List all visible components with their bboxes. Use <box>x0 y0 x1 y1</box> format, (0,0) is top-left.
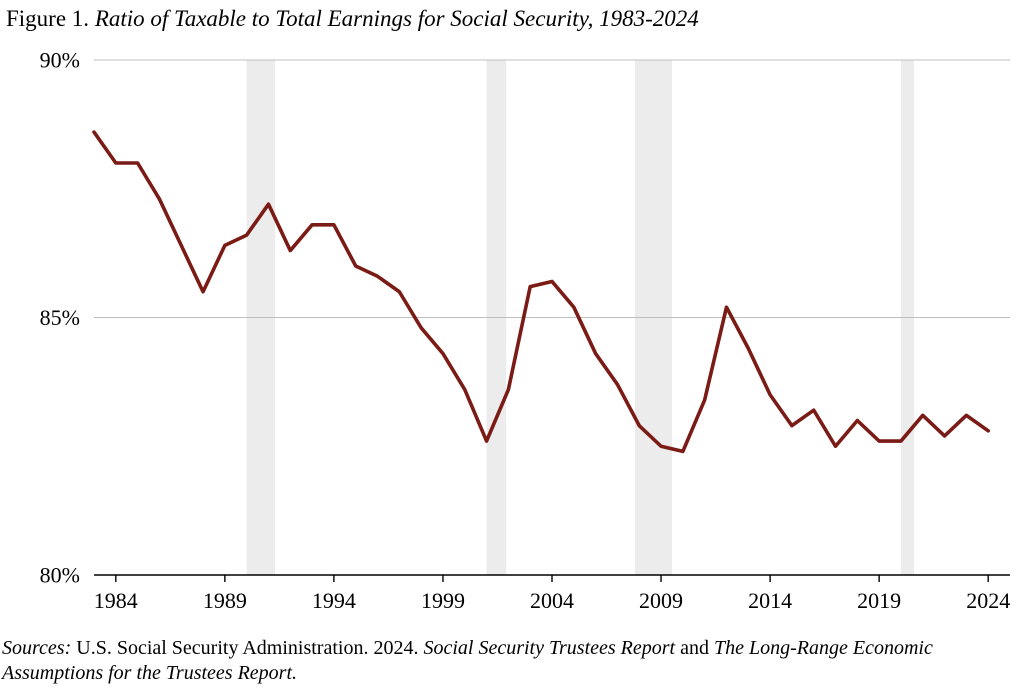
svg-text:90%: 90% <box>40 50 80 73</box>
svg-text:2024: 2024 <box>966 588 1010 613</box>
svg-text:2004: 2004 <box>530 588 574 613</box>
svg-text:2019: 2019 <box>857 588 901 613</box>
svg-text:80%: 80% <box>40 563 80 588</box>
figure-title: Figure 1. Ratio of Taxable to Total Earn… <box>6 6 699 32</box>
source-note: Sources: U.S. Social Security Administra… <box>2 636 1020 686</box>
svg-text:85%: 85% <box>40 305 80 330</box>
source-text-1: U.S. Social Security Administration. 202… <box>71 637 423 659</box>
source-italic-1: Social Security Trustees Report <box>423 637 675 659</box>
line-chart: 1984 1989 1994 1999 2004 2009 2014 2019 2024 80% 8… <box>0 50 1024 625</box>
svg-text:1999: 1999 <box>421 588 465 613</box>
svg-text:1984: 1984 <box>94 588 138 613</box>
source-text-2: and <box>675 637 714 659</box>
svg-text:2014: 2014 <box>748 588 792 613</box>
svg-text:2009: 2009 <box>639 588 683 613</box>
source-label: Sources: <box>2 637 71 659</box>
svg-text:1994: 1994 <box>312 588 356 613</box>
chart-area: 1984 1989 1994 1999 2004 2009 2014 2019 2024 80% 8… <box>0 50 1024 625</box>
svg-text:1989: 1989 <box>203 588 247 613</box>
figure-label: Figure 1. <box>6 6 89 31</box>
figure-title-text: Ratio of Taxable to Total Earnings for S… <box>95 6 699 31</box>
